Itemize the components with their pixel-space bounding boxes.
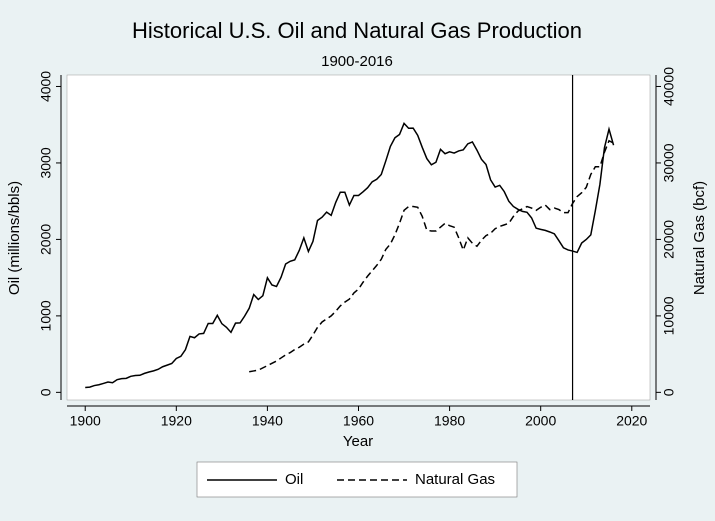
y2-tick-label: 40000 bbox=[661, 67, 677, 106]
x-axis-title: Year bbox=[343, 433, 373, 450]
x-tick-label: 1920 bbox=[161, 413, 192, 429]
y2-axis-title: Natural Gas (bcf) bbox=[691, 181, 708, 295]
y-tick-label: 2000 bbox=[38, 224, 54, 255]
y-tick-label: 3000 bbox=[38, 147, 54, 178]
x-tick-label: 1940 bbox=[252, 413, 283, 429]
y-tick-label: 1000 bbox=[38, 300, 54, 331]
x-tick-label: 2000 bbox=[525, 413, 556, 429]
y2-tick-label: 20000 bbox=[661, 220, 677, 259]
series-line bbox=[249, 139, 614, 373]
legend-label: Natural Gas bbox=[415, 471, 495, 488]
chart-subtitle: 1900-2016 bbox=[321, 53, 393, 70]
legend-label: Oil bbox=[285, 471, 303, 488]
y2-tick-label: 0 bbox=[661, 388, 677, 396]
x-tick-label: 2020 bbox=[616, 413, 647, 429]
chart-title: Historical U.S. Oil and Natural Gas Prod… bbox=[132, 18, 582, 43]
y2-tick-label: 10000 bbox=[661, 296, 677, 335]
plot-area bbox=[66, 74, 651, 401]
y-tick-label: 4000 bbox=[38, 71, 54, 102]
x-tick-label: 1980 bbox=[434, 413, 465, 429]
series-line bbox=[85, 122, 615, 389]
y-tick-label: 0 bbox=[38, 388, 54, 396]
y-axis-title: Oil (millions/bbls) bbox=[6, 181, 23, 295]
x-tick-label: 1900 bbox=[70, 413, 101, 429]
y2-tick-label: 30000 bbox=[661, 143, 677, 182]
x-tick-label: 1960 bbox=[343, 413, 374, 429]
